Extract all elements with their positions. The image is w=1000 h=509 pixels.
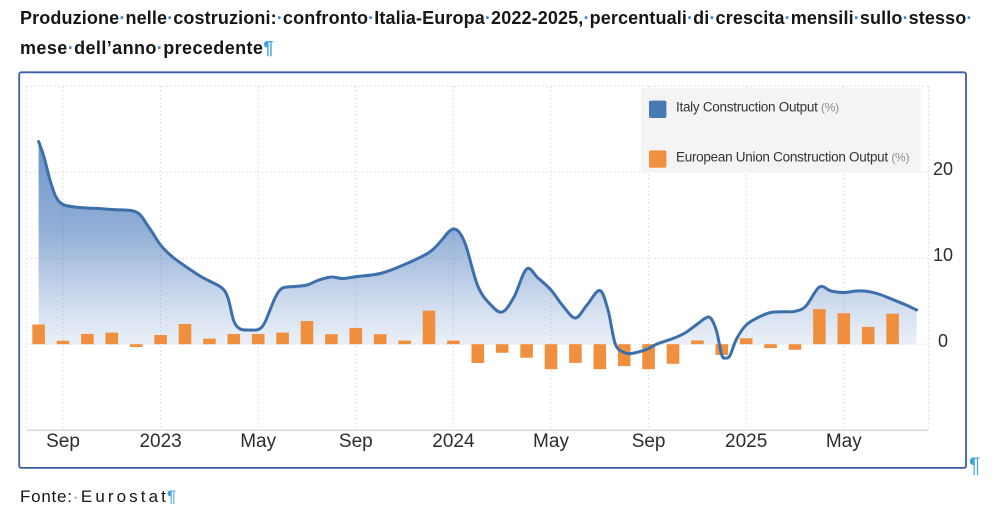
svg-text:Sep: Sep: [632, 431, 666, 452]
svg-text:May: May: [826, 431, 862, 452]
svg-text:Sep: Sep: [46, 431, 80, 452]
svg-text:0: 0: [938, 331, 948, 351]
svg-text:20: 20: [933, 159, 953, 179]
svg-text:2025: 2025: [725, 431, 767, 452]
svg-text:May: May: [240, 431, 276, 452]
svg-text:10: 10: [933, 245, 953, 265]
svg-text:¶: ¶: [969, 454, 980, 477]
svg-text:May: May: [533, 431, 569, 452]
svg-text:2023: 2023: [139, 431, 181, 452]
svg-text:Sep: Sep: [339, 431, 373, 452]
svg-text:European Union Construction Ou: European Union Construction Output (%): [676, 150, 909, 165]
svg-text:Italy Construction Output (%): Italy Construction Output (%): [676, 100, 839, 115]
svg-text:2024: 2024: [432, 431, 475, 452]
